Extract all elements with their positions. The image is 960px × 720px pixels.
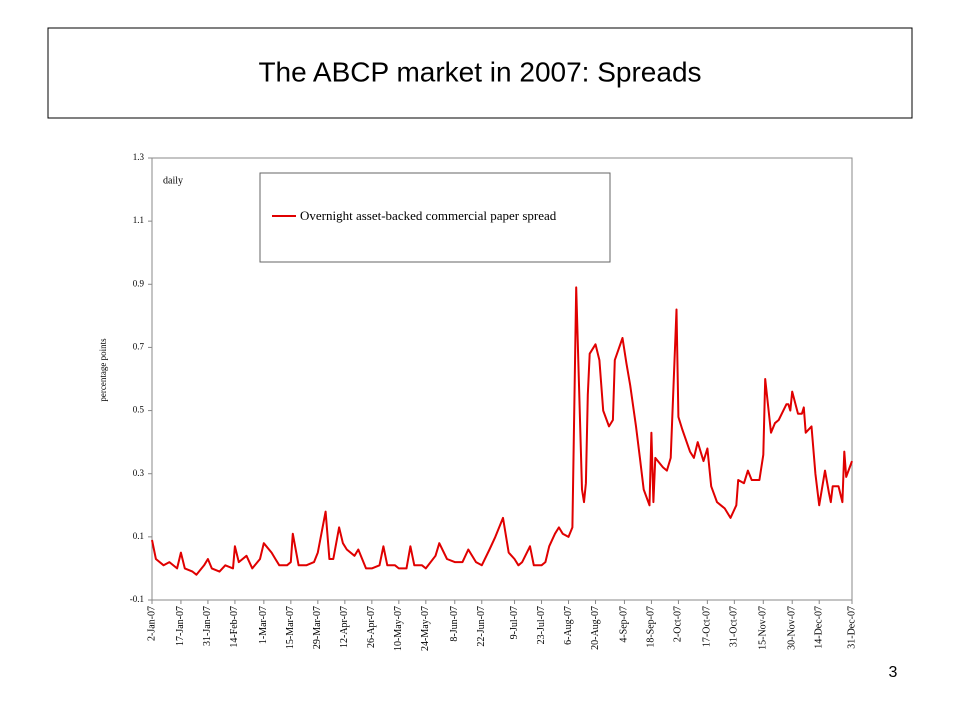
- slide-title: The ABCP market in 2007: Spreads: [258, 56, 701, 87]
- x-tick-label: 20-Aug-07: [590, 606, 601, 650]
- page-number: 3: [889, 664, 898, 681]
- x-tick-label: 17-Jan-07: [175, 606, 186, 646]
- x-tick-label: 1-Mar-07: [258, 606, 269, 644]
- x-tick-label: 26-Apr-07: [366, 606, 377, 648]
- x-tick-label: 31-Dec-07: [846, 606, 857, 649]
- y-tick-label: 0.3: [133, 468, 145, 478]
- x-tick-label: 29-Mar-07: [312, 606, 323, 649]
- series-line: [151, 286, 853, 576]
- y-tick-label: 0.5: [133, 405, 145, 415]
- y-tick-label: -0.1: [130, 594, 144, 604]
- y-tick-label: 0.7: [133, 341, 145, 351]
- x-tick-label: 31-Jan-07: [202, 606, 213, 646]
- x-tick-label: 15-Mar-07: [285, 606, 296, 649]
- y-axis-label: percentage points: [98, 338, 108, 402]
- legend-label: Overnight asset-backed commercial paper …: [300, 208, 557, 223]
- x-tick-label: 18-Sep-07: [646, 606, 657, 648]
- x-tick-label: 15-Nov-07: [758, 606, 769, 650]
- x-tick-label: 2-Jan-07: [146, 606, 157, 641]
- x-tick-label: 24-May-07: [420, 606, 431, 651]
- y-tick-label: 1.1: [133, 215, 144, 225]
- x-tick-label: 14-Dec-07: [814, 606, 825, 649]
- annotation: daily: [163, 175, 183, 186]
- x-tick-label: 30-Nov-07: [787, 606, 798, 650]
- y-tick-label: 0.9: [133, 278, 145, 288]
- x-tick-label: 9-Jul-07: [509, 606, 520, 639]
- y-tick-label: 0.1: [133, 531, 144, 541]
- x-tick-label: 6-Aug-07: [563, 606, 574, 645]
- x-tick-label: 23-Jul-07: [536, 606, 547, 644]
- y-tick-label: 1.3: [133, 152, 145, 162]
- x-tick-label: 22-Jun-07: [476, 606, 487, 647]
- x-tick-label: 8-Jun-07: [449, 606, 460, 642]
- x-tick-label: 17-Oct-07: [702, 606, 713, 647]
- x-tick-label: 31-Oct-07: [729, 606, 740, 647]
- x-tick-label: 4-Sep-07: [619, 606, 630, 643]
- plot-area: [151, 157, 853, 601]
- x-tick-label: 2-Oct-07: [673, 606, 684, 642]
- x-tick-label: 14-Feb-07: [229, 606, 240, 648]
- x-tick-label: 12-Apr-07: [339, 606, 350, 648]
- x-tick-label: 10-May-07: [393, 606, 404, 651]
- legend-box: [259, 172, 611, 263]
- title-box: [47, 27, 913, 119]
